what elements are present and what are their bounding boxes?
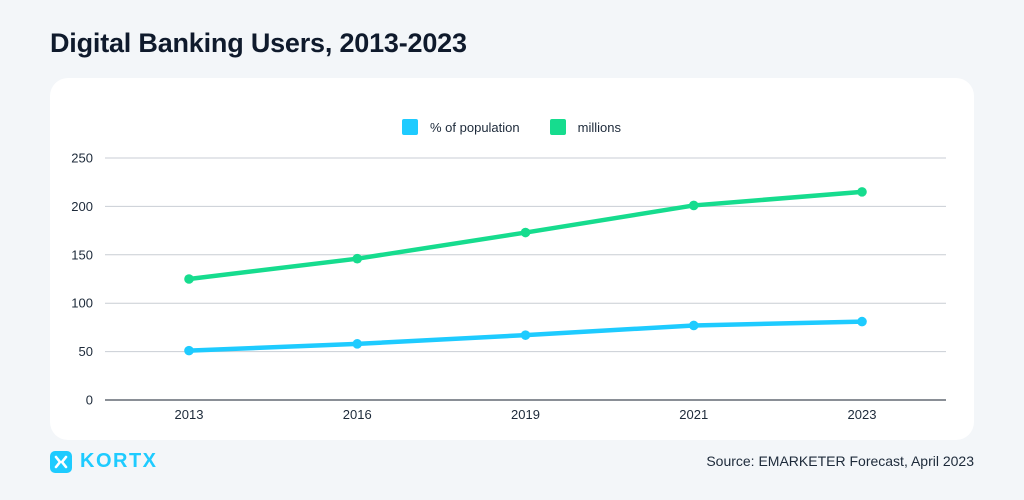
x-tick-label: 2013: [175, 407, 204, 422]
data-point: [688, 320, 699, 331]
legend-label-millions: millions: [577, 119, 621, 135]
source-note: Source: EMARKETER Forecast, April 2023: [706, 453, 974, 469]
legend-swatch-percent: [402, 119, 418, 135]
data-point: [184, 345, 194, 356]
y-tick-label: 50: [79, 344, 93, 359]
y-axis-ticks: 0 50 100 150 200 250: [71, 151, 93, 408]
x-tick-label: 2019: [511, 407, 540, 422]
page-title: Digital Banking Users, 2013-2023: [50, 28, 467, 58]
data-point: [520, 330, 531, 340]
y-tick-label: 100: [71, 296, 93, 311]
x-tick-label: 2016: [343, 407, 372, 422]
data-point: [688, 200, 699, 211]
x-tick-label: 2021: [679, 407, 708, 422]
brand-logo: KORTX: [50, 450, 158, 473]
chart-legend: % of population millions: [402, 119, 621, 135]
data-point: [857, 187, 867, 197]
data-point: [352, 339, 363, 349]
data-point: [857, 316, 867, 327]
y-tick-label: 0: [86, 393, 93, 408]
gridlines: [105, 157, 946, 401]
data-point: [352, 253, 363, 264]
y-tick-label: 250: [71, 151, 93, 166]
x-axis-ticks: 2013 2016 2019 2021 2023: [175, 407, 877, 422]
data-point: [184, 274, 194, 284]
data-point: [520, 227, 531, 238]
chart-card: [50, 78, 974, 440]
legend-swatch-millions: [549, 119, 566, 135]
y-tick-label: 150: [71, 247, 93, 262]
legend-item-percent: % of population: [402, 119, 520, 135]
legend-item-millions: millions: [549, 119, 621, 135]
logo-text: KORTX: [80, 450, 158, 472]
kortx-logo-icon: [50, 450, 72, 473]
x-tick-label: 2023: [848, 407, 877, 422]
y-tick-label: 200: [71, 199, 93, 214]
series-group: [184, 187, 867, 356]
legend-label-percent: % of population: [430, 119, 520, 135]
